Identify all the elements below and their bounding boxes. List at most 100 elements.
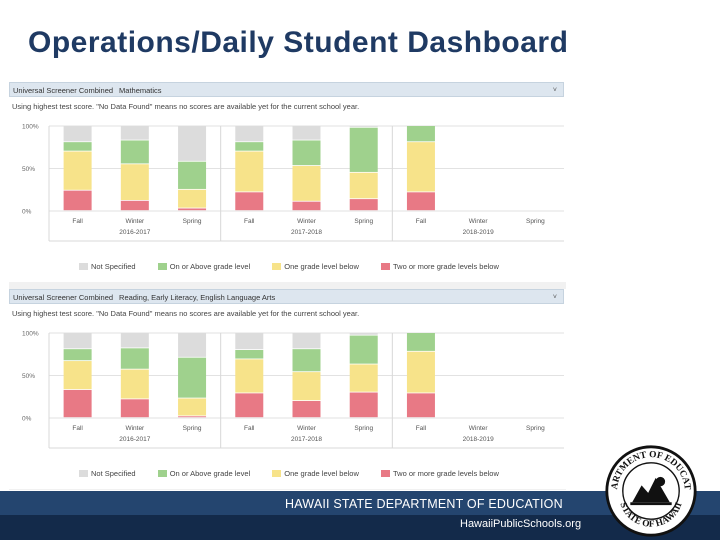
bar-segment — [63, 190, 92, 211]
x-tick-label: Spring — [183, 218, 202, 225]
bar-segment — [235, 126, 264, 142]
bar-segment — [235, 333, 264, 350]
bar-segment — [349, 335, 378, 364]
footer-band — [0, 491, 720, 515]
reading-stacked-bar-chart: 100% 50% 0% Fall Winter Spring Fall Winter Sprin… — [22, 331, 564, 449]
panel-note: Using highest test score. "No Data Found… — [12, 102, 360, 111]
x-tick-label: Winter — [297, 218, 317, 225]
x-tick-label: Fall — [416, 218, 427, 225]
bar-segment — [349, 172, 378, 199]
chart-legend: Not Specified On or Above grade level On… — [79, 469, 519, 478]
x-tick-label: Fall — [72, 425, 83, 432]
bar-segment — [349, 333, 378, 335]
chart-legend: Not Specified On or Above grade level On… — [79, 262, 519, 271]
bar-segment — [178, 208, 207, 211]
bar-segment — [178, 161, 207, 189]
website-url[interactable]: HawaiiPublicSchools.org — [460, 518, 582, 530]
legend-label: Not Specified — [91, 469, 136, 478]
legend-item: Not Specified — [79, 469, 136, 478]
group-label: 2016-2017 — [119, 436, 150, 443]
legend-item: One grade level below — [272, 469, 359, 478]
x-tick-label: Fall — [244, 218, 255, 225]
legend-item: One grade level below — [272, 262, 359, 271]
bar-segment — [235, 393, 264, 418]
bar-segment — [178, 333, 207, 357]
legend-swatch-not-specified — [79, 263, 88, 270]
bar-segment — [120, 333, 149, 348]
bar-segment — [292, 372, 321, 401]
legend-label: On or Above grade level — [169, 262, 251, 271]
page-title: Operations/Daily Student Dashboard — [28, 26, 569, 59]
x-tick-label: Winter — [297, 425, 317, 432]
dashboard-screenshot: Universal Screener Combined Mathematics ˅… — [9, 82, 566, 490]
math-stacked-bar-chart: 100% 50% 0% Fall Winter Spring Fall Winter Sprin… — [22, 124, 564, 242]
legend-label: On or Above grade level — [169, 469, 251, 478]
y-tick-label: 100% — [22, 331, 39, 338]
bar-segment — [349, 126, 378, 127]
legend-swatch-one-below — [272, 263, 282, 270]
legend-label: Two or more grade levels below — [393, 469, 499, 478]
footer-band-dark — [0, 515, 720, 540]
bar-segment — [178, 189, 207, 208]
bar-segment — [63, 151, 92, 190]
legend-label: Not Specified — [91, 262, 136, 271]
group-label: 2018-2019 — [463, 436, 494, 443]
bar-segment — [349, 364, 378, 392]
math-panel: Universal Screener Combined Mathematics ˅… — [9, 82, 566, 282]
legend-item: On or Above grade level — [157, 262, 251, 271]
group-label: 2016-2017 — [119, 229, 150, 236]
bar-segment — [349, 199, 378, 211]
legend-item: Two or more grade levels below — [381, 469, 499, 478]
bar-segment — [406, 126, 435, 142]
legend-swatch-on-or-above — [157, 263, 167, 270]
panel-subject: Reading, Early Literacy, English Languag… — [119, 293, 276, 302]
x-tick-label: Fall — [244, 425, 255, 432]
x-tick-label: Winter — [125, 425, 145, 432]
bar-segment — [349, 392, 378, 418]
bar-segment — [292, 140, 321, 166]
legend-swatch-not-specified — [79, 470, 88, 477]
bar-segment — [120, 399, 149, 418]
x-tick-label: Winter — [469, 218, 489, 225]
bar-segment — [120, 348, 149, 369]
legend-label: One grade level below — [284, 262, 359, 271]
bar-segment — [406, 333, 435, 351]
bar-segment — [406, 192, 435, 211]
bar-segment — [235, 192, 264, 211]
bar-segment — [349, 127, 378, 172]
panel-header[interactable]: Universal Screener Combined Reading, Earl… — [9, 289, 564, 304]
bar-segment — [406, 351, 435, 393]
x-tick-label: Fall — [416, 425, 427, 432]
bar-segment — [292, 165, 321, 201]
group-label: 2017-2018 — [291, 229, 322, 236]
panel-header[interactable]: Universal Screener Combined Mathematics ˅ — [9, 82, 564, 97]
y-tick-label: 100% — [22, 124, 39, 131]
legend-item: On or Above grade level — [157, 469, 251, 478]
bar-segment — [120, 126, 149, 140]
bar-segment — [292, 401, 321, 418]
y-tick-label: 0% — [22, 209, 32, 216]
chevron-down-icon[interactable]: ˅ — [552, 87, 557, 94]
y-tick-label: 50% — [22, 373, 35, 380]
bar-segment — [292, 201, 321, 211]
bar-segment — [178, 357, 207, 398]
bar-segment — [63, 333, 92, 349]
y-tick-label: 0% — [22, 416, 32, 423]
bar-segment — [292, 349, 321, 372]
bar-segment — [235, 359, 264, 393]
x-tick-label: Winter — [125, 218, 145, 225]
bar-segment — [63, 349, 92, 361]
panel-header-label: Universal Screener Combined — [13, 86, 114, 95]
chevron-down-icon[interactable]: ˅ — [552, 294, 557, 301]
bar-segment — [178, 416, 207, 418]
group-label: 2017-2018 — [291, 436, 322, 443]
legend-swatch-on-or-above — [157, 470, 167, 477]
bar-segment — [235, 350, 264, 359]
y-tick-label: 50% — [22, 166, 35, 173]
x-tick-label: Spring — [354, 218, 373, 225]
bar-segment — [63, 389, 92, 418]
bar-segment — [178, 398, 207, 416]
bar-segment — [120, 140, 149, 164]
x-tick-label: Winter — [469, 425, 489, 432]
bar-segment — [292, 333, 321, 349]
